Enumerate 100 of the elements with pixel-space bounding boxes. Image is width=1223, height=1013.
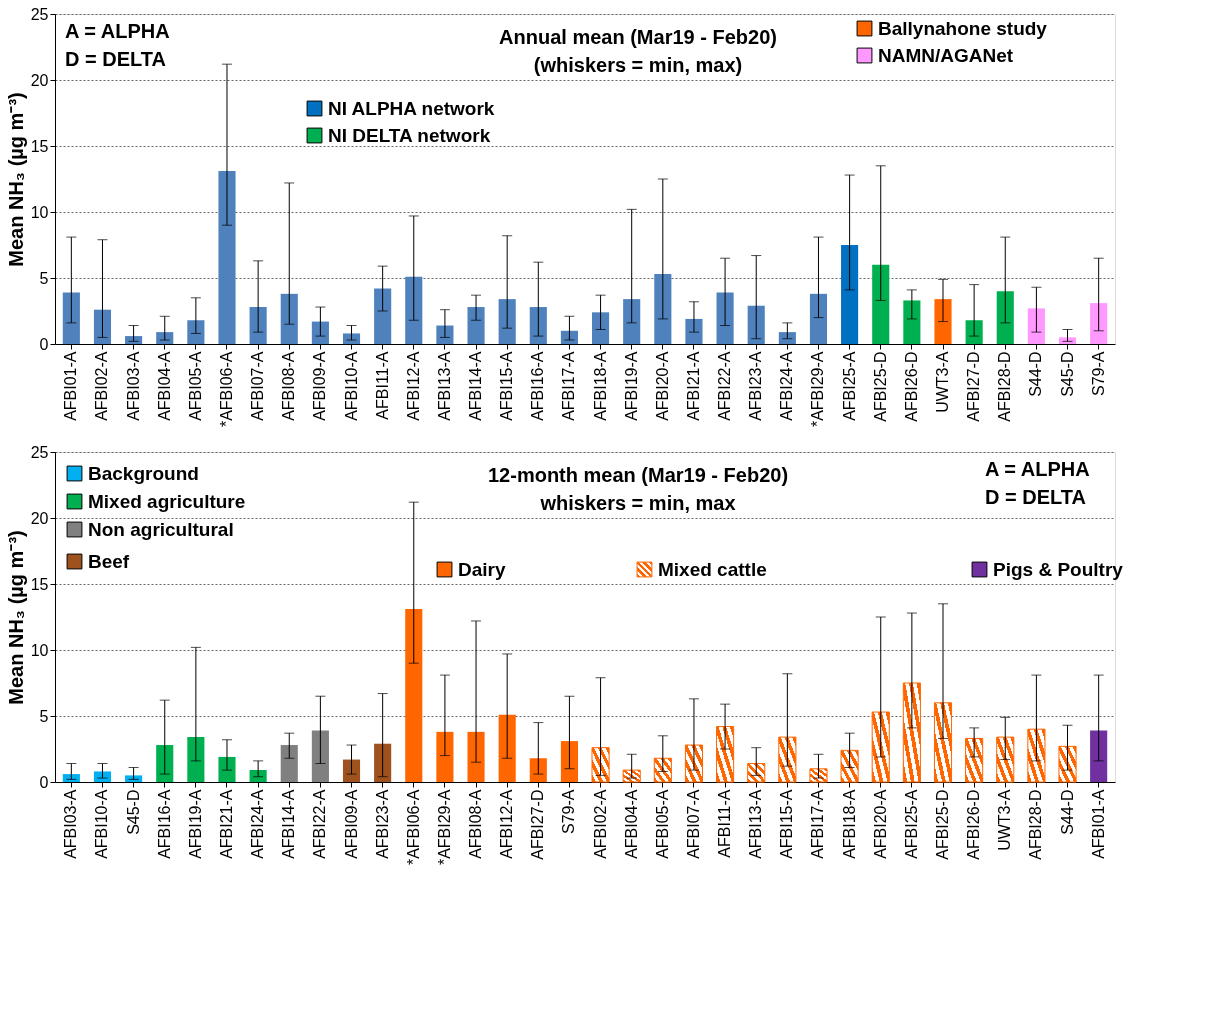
x-tick-label: AFBI28-D [996, 351, 1014, 422]
x-tick-label: AFBI01-A [62, 351, 80, 421]
bar [436, 325, 454, 344]
bar [903, 300, 921, 344]
y-tick-label: 25 [30, 443, 49, 461]
x-tick-label: S79-A [560, 789, 578, 834]
x-tick-label: AFBI02-A [591, 789, 609, 859]
x-tick-label: AFBI16-A [529, 351, 547, 421]
bar [685, 318, 703, 344]
bar [311, 730, 329, 782]
legend-label: NAMN/AGANet [878, 44, 1014, 66]
bar [872, 264, 890, 344]
y-tick-label: 5 [39, 269, 49, 287]
x-tick-label: AFBI07-A [249, 351, 267, 421]
bar [218, 756, 236, 782]
x-tick-label: AFBI19-A [622, 351, 640, 421]
bar [965, 737, 984, 783]
x-tick-label: AFBI19-A [186, 789, 204, 859]
x-tick-label: AFBI24-A [249, 789, 267, 859]
bar [747, 763, 766, 783]
text: 12-month mean (Mar19 - Feb20) [487, 464, 789, 486]
x-tick-label: AFBI10-A [342, 351, 360, 421]
legend-label: Mixed cattle [658, 558, 767, 580]
x-tick-label: AFBI09-A [311, 351, 329, 421]
y-axis-title: Mean NH₃ (µg m⁻³) [4, 530, 27, 705]
annotation: A = ALPHA [65, 20, 170, 42]
bar [405, 609, 423, 782]
x-tick-label: AFBI18-A [840, 789, 858, 859]
bar [280, 293, 298, 344]
x-tick-label: AFBI11-A [716, 789, 734, 858]
x-tick-label: AFBI23-A [747, 351, 765, 421]
bar [436, 731, 454, 782]
bar [716, 292, 734, 344]
annotation: D = DELTA [985, 486, 1086, 508]
y-tick-label: 0 [39, 335, 49, 353]
y-tick-label: 10 [30, 203, 49, 221]
bar [156, 745, 174, 782]
legend-label: Non agricultural [88, 518, 234, 540]
bar [778, 332, 796, 344]
bar [902, 682, 921, 783]
x-tick-label: AFBI12-A [404, 351, 422, 421]
bar [529, 758, 547, 782]
x-tick-label: AFBI26-D [965, 789, 983, 860]
x-tick-label: AFBI12-A [498, 789, 516, 859]
x-tick-label: AFBI02-A [93, 351, 111, 421]
bar [653, 757, 672, 783]
legend-label: NI DELTA network [328, 124, 491, 146]
x-tick-label: *AFBI29-A [809, 351, 827, 428]
bar [560, 330, 578, 344]
bar [622, 769, 641, 783]
text: (whiskers = min, max) [533, 54, 743, 76]
x-tick-label: AFBI11-A [373, 351, 391, 420]
x-tick-label: *AFBI06-A [404, 789, 422, 866]
x-tick-label: S44-D [1058, 789, 1076, 835]
x-tick-label: AFBI20-A [871, 789, 889, 859]
x-tick-label: S44-D [1027, 351, 1045, 397]
bar [374, 288, 392, 344]
legend-label: Dairy [458, 558, 506, 580]
legend-label: Background [88, 462, 199, 484]
x-tick-label: AFBI03-A [124, 351, 142, 421]
bar [1090, 303, 1108, 344]
x-tick-label: *AFBI29-A [435, 789, 453, 866]
bar [809, 293, 828, 344]
bar [1090, 730, 1108, 782]
x-tick-label: AFBI04-A [622, 789, 640, 859]
bar [467, 731, 485, 782]
x-tick-label: AFBI08-A [280, 351, 298, 421]
x-tick-label: AFBI05-A [186, 351, 204, 421]
x-tick-label: AFBI13-A [747, 789, 765, 859]
x-tick-label: AFBI26-D [902, 351, 920, 422]
x-tick-label: AFBI22-A [716, 351, 734, 421]
bar [498, 714, 516, 782]
bar [1027, 308, 1045, 344]
bar [156, 332, 174, 344]
x-tick-label: AFBI22-A [311, 789, 329, 859]
x-tick-label: AFBI15-A [778, 789, 796, 859]
annotation: D = DELTA [65, 48, 166, 70]
bar [933, 702, 953, 783]
x-tick-label: AFBI27-D [529, 789, 547, 860]
x-tick-label: AFBI01-A [1089, 789, 1107, 859]
x-tick-label: AFBI21-A [218, 789, 235, 859]
legend-label: Pigs & Poultry [993, 558, 1124, 580]
y-tick-label: 20 [30, 71, 49, 89]
x-tick-label: UWT3-A [934, 351, 951, 413]
x-tick-label: AFBI25-A [902, 789, 920, 859]
bar [342, 759, 361, 782]
x-tick-label: AFBI03-A [62, 789, 80, 859]
x-tick-label: AFBI28-D [1027, 789, 1045, 860]
x-tick-label: S79-A [1089, 351, 1107, 396]
bar [405, 276, 423, 344]
x-tick-label: AFBI14-A [280, 789, 298, 859]
bar [187, 737, 205, 782]
text: whiskers = min, max [539, 492, 736, 514]
bar [996, 736, 1015, 783]
bar [498, 299, 516, 344]
bar [93, 771, 112, 782]
bar [996, 291, 1014, 344]
bar [747, 305, 765, 344]
x-tick-label: AFBI23-A [373, 789, 391, 859]
bar [934, 299, 952, 344]
